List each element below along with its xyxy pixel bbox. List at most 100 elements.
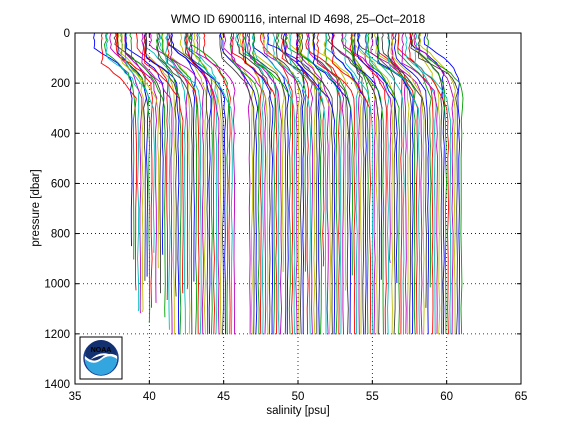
salinity-profile-line: [170, 32, 212, 334]
salinity-profile-line: [129, 32, 166, 318]
y-tick-label: 1400: [44, 379, 70, 391]
salinity-profile-line: [219, 32, 255, 335]
y-tick-label: 600: [51, 178, 70, 190]
salinity-profile-line: [124, 32, 162, 294]
salinity-profile-line: [143, 32, 180, 335]
salinity-profile-line: [349, 32, 387, 335]
salinity-profile-line: [353, 32, 381, 335]
salinity-profile-line: [184, 32, 218, 335]
salinity-profile-line: [189, 32, 230, 335]
salinity-profile-line: [275, 32, 303, 335]
salinity-profile-line: [296, 32, 336, 335]
salinity-profile-line: [305, 32, 341, 335]
salinity-profile-line: [284, 32, 318, 335]
noaa-logo: NOAA: [79, 336, 123, 380]
salinity-profile-line: [202, 32, 231, 335]
salinity-profile-line: [229, 32, 260, 335]
salinity-profile-line: [411, 32, 441, 335]
salinity-profile-line: [289, 32, 327, 335]
noaa-logo-wave: [85, 356, 117, 375]
salinity-profile-line: [196, 32, 236, 335]
salinity-profile-line: [161, 32, 191, 335]
salinity-profile-line: [353, 32, 394, 335]
salinity-profile-line: [288, 32, 316, 335]
salinity-profile-line: [239, 32, 269, 335]
salinity-profile-line: [352, 32, 383, 280]
salinity-profile-line: [311, 32, 347, 291]
y-tick-label: 1000: [44, 279, 70, 291]
salinity-profile-line: [377, 32, 416, 335]
salinity-profile-line: [418, 32, 447, 334]
salinity-profile-line: [332, 32, 371, 335]
salinity-profile-line: [284, 32, 314, 335]
salinity-profile-line: [367, 32, 401, 335]
x-tick-label: 65: [515, 391, 528, 403]
x-tick-label: 35: [69, 391, 82, 403]
salinity-profile-line: [381, 32, 413, 335]
salinity-profile-line: [148, 32, 189, 290]
salinity-profile-line: [409, 32, 445, 335]
salinity-profile-line: [401, 32, 439, 334]
salinity-profile-line: [370, 32, 407, 334]
salinity-profile-line: [266, 32, 296, 335]
salinity-profile-line: [325, 32, 359, 335]
salinity-profile-line: [190, 32, 227, 335]
y-tick-label: 200: [51, 78, 70, 90]
salinity-profile-line: [276, 32, 307, 272]
salinity-profile-line: [219, 32, 259, 335]
salinity-profile-line: [404, 33, 437, 335]
salinity-profile-line: [300, 32, 333, 335]
salinity-profile-line: [115, 32, 153, 308]
salinity-profile-line: [262, 32, 301, 335]
salinity-profile-line: [307, 32, 345, 335]
salinity-profile-line: [184, 32, 224, 335]
salinity-profile-line: [168, 32, 209, 335]
salinity-profile-line: [295, 32, 325, 267]
salinity-profile-line: [231, 32, 262, 335]
salinity-profile-line: [248, 32, 282, 335]
salinity-profile-line: [241, 32, 278, 335]
salinity-profile-line: [104, 32, 136, 260]
salinity-profile-line: [418, 32, 456, 335]
salinity-profile-line: [316, 32, 356, 335]
salinity-profile-line: [135, 32, 169, 301]
y-tick-label: 800: [51, 229, 70, 241]
salinity-profile-line: [282, 32, 320, 335]
salinity-profile-line: [246, 32, 287, 335]
salinity-profile-line: [165, 32, 202, 335]
salinity-profile-line: [350, 32, 385, 335]
y-tick-label: 1200: [44, 329, 70, 341]
salinity-profile-line: [179, 32, 208, 335]
salinity-profile-line: [188, 32, 220, 335]
noaa-logo-bird: [90, 353, 113, 360]
salinity-profile-line: [235, 32, 265, 335]
salinity-profile-line: [280, 32, 310, 335]
salinity-profile-line: [251, 32, 280, 335]
y-axis-label: pressure [dbar]: [30, 169, 42, 246]
salinity-profile-line: [155, 32, 182, 335]
salinity-profile-line: [252, 32, 292, 335]
salinity-profile-line: [244, 32, 274, 335]
salinity-profile-line: [100, 32, 137, 291]
salinity-profile-line: [145, 32, 178, 297]
salinity-profile-line: [356, 32, 398, 284]
salinity-profile-line: [156, 32, 193, 335]
salinity-profiles: [93, 32, 464, 335]
salinity-profile-line: [197, 32, 233, 335]
salinity-profile-line: [426, 32, 464, 335]
salinity-profile-line: [341, 32, 369, 334]
salinity-profile-line: [93, 32, 133, 247]
x-tick-label: 50: [292, 391, 305, 403]
salinity-profile-line: [141, 32, 173, 335]
salinity-profile-line: [376, 32, 414, 334]
salinity-profile-line: [365, 32, 405, 335]
salinity-profile-line: [120, 32, 160, 269]
salinity-profile-line: [397, 32, 434, 335]
salinity-profile-line: [390, 32, 425, 335]
salinity-profile-line: [331, 32, 367, 335]
salinity-profile-line: [298, 32, 339, 335]
y-tick-label: 0: [64, 28, 70, 40]
salinity-profile-line: [357, 33, 396, 335]
salinity-profile-line: [272, 32, 311, 335]
